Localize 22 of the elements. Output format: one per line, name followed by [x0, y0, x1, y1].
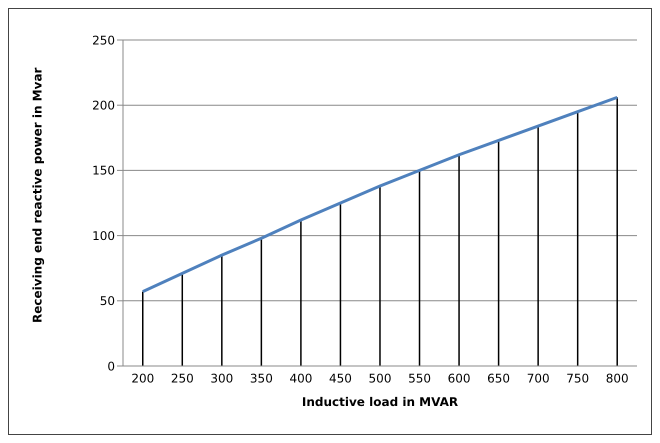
y-tick-label: 100	[92, 228, 115, 243]
x-tick-label: 700	[526, 372, 550, 386]
y-tick-label: 250	[92, 33, 115, 48]
x-tick-label: 750	[566, 372, 590, 386]
y-tick-label: 200	[92, 98, 115, 112]
x-tick-label: 350	[250, 372, 273, 386]
x-tick-label: 400	[289, 372, 312, 386]
y-tick-label: 0	[107, 359, 115, 374]
y-tick-label: 150	[92, 164, 115, 178]
x-tick-label: 550	[408, 372, 431, 386]
x-tick-label: 800	[606, 372, 629, 386]
x-tick-label: 600	[448, 372, 471, 386]
x-tick-label: 250	[170, 372, 194, 386]
x-tick-label: 200	[131, 372, 154, 386]
y-tick-label: 50	[100, 294, 115, 308]
x-tick-label: 300	[210, 372, 234, 386]
x-axis-title: Inductive load in MVAR	[302, 395, 458, 409]
y-axis-title: Receiving end reactive power in Mvar	[30, 67, 44, 323]
x-tick-label: 450	[329, 372, 352, 386]
x-tick-label: 650	[487, 372, 510, 386]
x-tick-label: 500	[368, 372, 392, 386]
line-series	[141, 96, 619, 294]
